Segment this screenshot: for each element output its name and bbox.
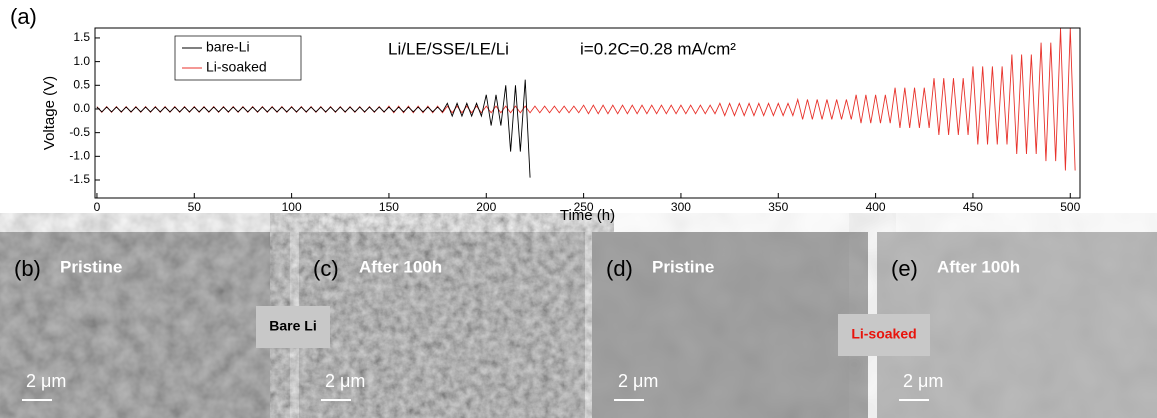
data-line (96, 79, 531, 178)
panel-label: (c) (313, 256, 339, 281)
x-tick-label: 450 (963, 200, 983, 214)
x-tick-label: 200 (476, 200, 496, 214)
x-tick-label: 350 (768, 200, 788, 214)
scale-label: 2 μm (903, 371, 943, 391)
panel-label: (e) (891, 256, 918, 281)
scale-label: 2 μm (325, 371, 365, 391)
x-tick-label: 100 (282, 200, 302, 214)
legend-box (174, 35, 302, 81)
x-tick-label: 500 (1060, 200, 1080, 214)
scale-label: 2 μm (618, 371, 658, 391)
sem-texture (299, 232, 585, 418)
plot-frame (94, 27, 1081, 199)
legend-label: bare-Li (206, 39, 250, 55)
y-tick-label: 1.5 (73, 30, 90, 44)
x-tick-label: 250 (574, 200, 594, 214)
y-tick-label: 0.0 (73, 101, 90, 115)
x-tick-label: 300 (671, 200, 691, 214)
y-tick-label: -1.0 (69, 149, 90, 163)
y-tick-label: -0.5 (69, 125, 90, 139)
legend-label: Li-soaked (206, 59, 267, 75)
x-tick-label: 50 (188, 200, 202, 214)
x-tick-label: 0 (94, 200, 101, 214)
panel-label: (a) (10, 4, 37, 29)
annotation: i=0.2C=0.28 mA/cm² (580, 39, 736, 58)
annotation: Li/LE/SSE/LE/Li (388, 39, 509, 58)
y-tick-label: 0.5 (73, 77, 90, 91)
x-tick-label: 150 (379, 200, 399, 214)
group-label: Bare Li (269, 318, 316, 334)
y-axis-label: Voltage (V) (41, 76, 58, 150)
sem-texture (0, 232, 290, 418)
y-tick-label: 1.0 (73, 54, 90, 68)
panel-label: (b) (14, 256, 41, 281)
sem-images (0, 232, 1157, 418)
panel-caption: Pristine (652, 257, 714, 276)
x-axis-label: Time (h) (560, 207, 615, 224)
panel-caption: After 100h (359, 257, 442, 276)
scale-label: 2 μm (26, 371, 66, 391)
panel-label: (d) (606, 256, 633, 281)
sem-texture (592, 232, 868, 418)
panel-caption: Pristine (60, 257, 122, 276)
label-box (256, 306, 330, 348)
group-label: Li-soaked (851, 326, 916, 342)
panel-caption: After 100h (937, 257, 1020, 276)
y-tick-label: -1.5 (69, 172, 90, 186)
x-tick-label: 400 (866, 200, 886, 214)
label-box (838, 314, 930, 356)
